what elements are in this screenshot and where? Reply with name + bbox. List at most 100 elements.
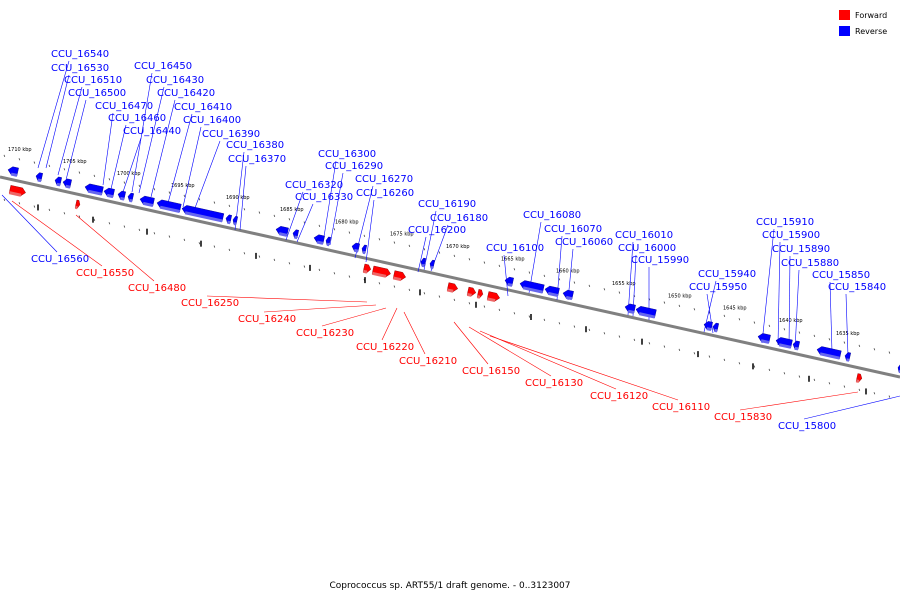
track-dot (168, 191, 171, 194)
track-dot (393, 285, 396, 288)
track-dot (48, 208, 51, 212)
reverse-gene-feature (275, 226, 289, 237)
reverse-gene-feature (225, 214, 232, 225)
reverse-gene-feature (7, 166, 19, 177)
reverse-leader-line (788, 255, 791, 348)
reverse-leader-line (57, 86, 83, 176)
reverse-leader-line (1, 194, 58, 253)
reverse-gene-label: CCU_16180 (430, 213, 488, 224)
track-dot (888, 395, 891, 398)
reverse-leader-line (285, 191, 304, 241)
reverse-leader-line (65, 99, 87, 181)
reverse-gene-feature (844, 352, 851, 362)
reverse-leader-line (365, 199, 375, 263)
reverse-gene-label: CCU_16300 (318, 149, 376, 160)
reverse-gene-label: CCU_16460 (108, 113, 166, 124)
forward-gene-label: CCU_16130 (525, 378, 583, 389)
track-dot (888, 351, 891, 354)
forward-gene-label: CCU_15830 (714, 412, 772, 423)
reverse-gene-label: CCU_16400 (183, 115, 241, 126)
track-dot (78, 171, 81, 174)
track-dot (423, 292, 426, 295)
track-dot (3, 198, 6, 202)
reverse-leader-line (829, 281, 833, 353)
track-dot (48, 164, 51, 168)
forward-leader-line (489, 335, 679, 401)
track-dot (498, 308, 501, 312)
track-dot (183, 194, 186, 198)
track-dot (588, 328, 591, 332)
track-dot (228, 248, 231, 252)
reverse-leader-line (329, 172, 344, 246)
reverse-gene-feature (624, 303, 636, 314)
reverse-gene-label: CCU_16420 (157, 88, 215, 99)
track-dot (33, 205, 36, 208)
track-dot (243, 252, 246, 255)
track-dot (183, 238, 186, 242)
forward-leader-line (479, 330, 617, 390)
track-dot (573, 281, 576, 284)
forward-gene-feature (855, 373, 863, 383)
kbp-label: 1645 kbp (723, 306, 747, 312)
reverse-gene-label: CCU_16190 (418, 199, 476, 210)
reverse-gene-feature (54, 176, 62, 187)
track-dot (813, 334, 816, 338)
reverse-gene-label: CCU_16530 (51, 63, 109, 74)
track-dot (618, 335, 621, 338)
track-dot (138, 228, 141, 232)
kbp-label: 1650 kbp (668, 293, 692, 299)
forward-gene-label: CCU_16110 (652, 402, 710, 413)
track-dot (663, 301, 666, 304)
track-dot (18, 158, 21, 161)
reverse-gene-label: CCU_16100 (486, 243, 544, 254)
track-dot (123, 181, 126, 184)
track-dot (573, 325, 576, 328)
track-dot (693, 308, 696, 311)
track-dot (768, 368, 771, 372)
kbp-ticks (3, 154, 891, 398)
reverse-gene-label: CCU_16060 (555, 237, 613, 248)
track-dot (138, 184, 141, 188)
track-dot (798, 331, 801, 334)
label-leader-lines (1, 60, 900, 420)
forward-leader-line (75, 214, 155, 282)
reverse-gene-label: CCU_16470 (95, 101, 153, 112)
track-dot (288, 218, 291, 221)
reverse-leader-line (131, 72, 153, 193)
reverse-leader-line (322, 160, 337, 244)
kbp-label: 1635 kbp (836, 331, 860, 337)
reverse-gene-label: CCU_15990 (631, 255, 689, 266)
track-dot (108, 222, 111, 225)
forward-gene-feature (362, 263, 372, 274)
track-dot (873, 348, 876, 351)
reverse-gene-feature (361, 244, 368, 255)
reverse-leader-line (45, 74, 70, 169)
track-dot (258, 255, 261, 258)
track-dot (543, 318, 546, 322)
kbp-label: 1660 kbp (556, 269, 580, 275)
forward-gene-label: CCU_16220 (356, 342, 414, 353)
track-dot (828, 338, 831, 341)
reverse-leader-line (37, 60, 70, 169)
track-dot (93, 218, 96, 222)
track-dot (528, 315, 531, 318)
reverse-gene-label: CCU_15800 (778, 421, 836, 432)
reverse-gene-label: CCU_16510 (64, 75, 122, 86)
reverse-gene-feature (703, 321, 713, 332)
forward-leader-line (263, 304, 377, 313)
reverse-gene-label: CCU_16290 (325, 161, 383, 172)
track-dot (468, 302, 471, 305)
reverse-gene-label: CCU_16560 (31, 254, 89, 265)
reverse-gene-label: CCU_16200 (408, 225, 466, 236)
track-dot (348, 231, 351, 234)
track-dot (858, 344, 861, 348)
track-dot (708, 355, 711, 358)
track-dot (678, 348, 681, 352)
reverse-leader-line (102, 112, 114, 186)
track-dot (558, 278, 561, 281)
track-dot (33, 161, 36, 164)
forward-gene-label: CCU_16120 (590, 391, 648, 402)
reverse-gene-feature (313, 234, 325, 245)
